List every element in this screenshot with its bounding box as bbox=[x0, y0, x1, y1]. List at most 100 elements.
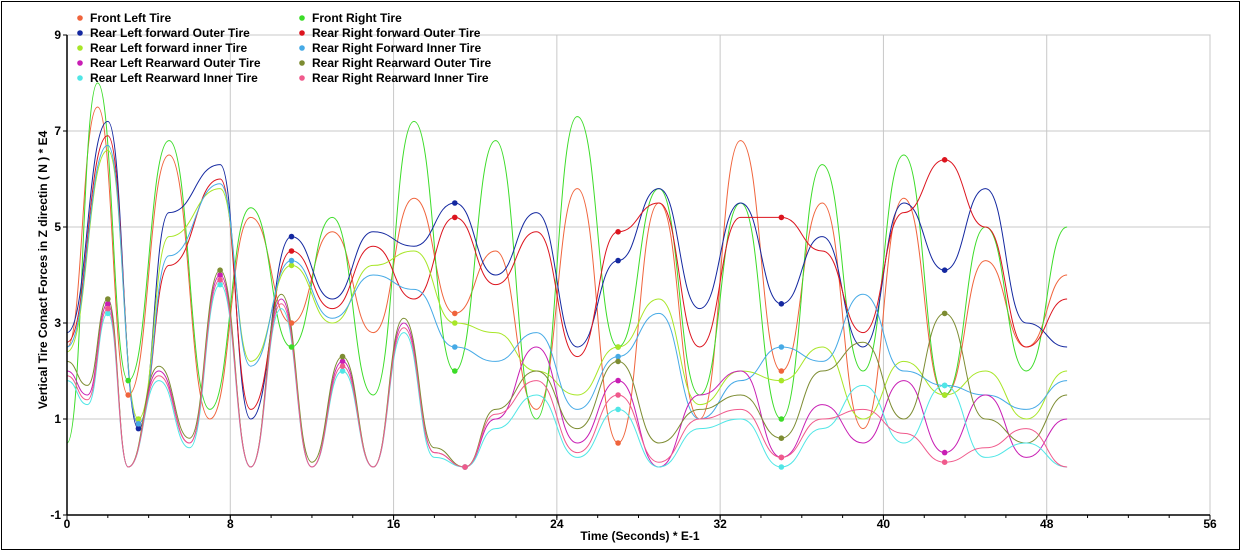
data-point bbox=[462, 464, 468, 470]
legend-marker bbox=[299, 15, 305, 21]
legend-label: Rear Left Rearward Outer Tire bbox=[90, 56, 261, 70]
data-point bbox=[778, 368, 785, 374]
data-point bbox=[105, 301, 111, 307]
legend-marker bbox=[77, 45, 83, 51]
data-point bbox=[615, 344, 621, 350]
data-point bbox=[452, 214, 458, 221]
data-point bbox=[778, 464, 785, 470]
legend-label: Rear Right Rearward Inner Tire bbox=[312, 71, 489, 85]
data-point bbox=[339, 353, 346, 360]
data-point bbox=[105, 296, 111, 302]
legend: Front Left Tire Front Right Tire Rear Left… bbox=[77, 11, 491, 85]
data-point bbox=[339, 363, 346, 370]
data-point bbox=[288, 248, 295, 254]
data-point bbox=[452, 344, 458, 350]
data-point bbox=[452, 368, 458, 374]
series-line-4 bbox=[66, 149, 1068, 420]
axes bbox=[63, 34, 1211, 520]
data-point bbox=[135, 425, 142, 432]
data-point bbox=[288, 257, 295, 264]
data-point bbox=[778, 454, 785, 461]
legend-marker bbox=[299, 30, 305, 36]
data-point bbox=[778, 214, 785, 221]
legend-label: Rear Right Forward Inner Tire bbox=[312, 41, 481, 55]
series-line-5 bbox=[66, 144, 1068, 425]
x-tick-label: 32 bbox=[713, 517, 727, 531]
legend-marker bbox=[299, 45, 305, 51]
y-tick-label: 9 bbox=[54, 28, 61, 42]
tick-labels: 0 8 16 24 32 40 48 56 -1 1 3 5 7 9 bbox=[50, 28, 1217, 531]
legend-label: Rear Right forward Outer Tire bbox=[312, 26, 481, 40]
data-point bbox=[452, 200, 458, 206]
series-line-6 bbox=[66, 274, 1068, 468]
y-tick-label: 1 bbox=[54, 412, 61, 426]
series-markers bbox=[105, 157, 948, 470]
data-point bbox=[778, 344, 785, 350]
data-point bbox=[288, 344, 295, 350]
legend-marker bbox=[299, 75, 305, 81]
data-point bbox=[941, 392, 948, 398]
y-tick-label: 7 bbox=[54, 124, 61, 138]
data-point bbox=[778, 435, 785, 442]
data-point bbox=[941, 157, 948, 163]
data-point bbox=[941, 382, 948, 389]
data-point bbox=[135, 421, 142, 427]
data-point bbox=[941, 449, 948, 456]
x-tick-label: 40 bbox=[877, 517, 891, 531]
legend-label: Front Right Tire bbox=[312, 11, 402, 25]
grid bbox=[66, 34, 1211, 516]
data-point bbox=[778, 377, 785, 384]
legend-label: Rear Left Rearward Inner Tire bbox=[90, 71, 258, 85]
data-point bbox=[615, 406, 621, 413]
data-point bbox=[288, 233, 295, 240]
x-tick-label: 24 bbox=[550, 517, 564, 531]
x-tick-label: 0 bbox=[64, 517, 71, 531]
data-point bbox=[941, 310, 948, 317]
x-tick-label: 16 bbox=[387, 517, 401, 531]
legend-marker bbox=[77, 15, 83, 21]
series-line-8 bbox=[66, 284, 1068, 468]
series-line-0 bbox=[66, 106, 1068, 444]
series-line-1 bbox=[66, 82, 1068, 444]
x-axis-title: Time (Seconds) * E-1 bbox=[580, 529, 699, 543]
data-point bbox=[125, 392, 132, 398]
y-tick-label: 3 bbox=[54, 316, 61, 330]
data-point bbox=[615, 440, 621, 446]
legend-marker bbox=[77, 60, 83, 66]
data-point bbox=[339, 358, 346, 365]
data-point bbox=[105, 310, 111, 317]
series-line-3 bbox=[66, 135, 1068, 425]
legend-label: Rear Left forward inner Tire bbox=[90, 41, 247, 55]
legend-marker bbox=[77, 75, 83, 81]
y-tick-label: -1 bbox=[50, 508, 61, 522]
x-tick-label: 48 bbox=[1040, 517, 1054, 531]
data-point bbox=[452, 320, 458, 326]
data-point bbox=[778, 416, 785, 422]
y-tick-label: 5 bbox=[54, 220, 61, 234]
series-line-2 bbox=[66, 120, 1068, 430]
data-point bbox=[288, 262, 295, 269]
data-point bbox=[941, 459, 948, 466]
legend-label: Rear Right Rearward Outer Tire bbox=[312, 56, 491, 70]
data-point bbox=[615, 229, 621, 235]
y-axis-title: Vertical Tire Conact Forces in Z directi… bbox=[36, 130, 50, 409]
series-line-9 bbox=[66, 279, 1068, 468]
data-point bbox=[615, 353, 621, 360]
data-point bbox=[217, 272, 223, 278]
data-point bbox=[288, 320, 295, 326]
data-point bbox=[217, 281, 223, 288]
data-point bbox=[217, 277, 223, 283]
data-point bbox=[615, 392, 621, 398]
data-point bbox=[778, 301, 785, 307]
data-point bbox=[941, 267, 948, 274]
x-tick-label: 56 bbox=[1203, 517, 1217, 531]
data-point bbox=[339, 368, 346, 374]
legend-marker bbox=[77, 30, 83, 36]
data-point bbox=[135, 416, 142, 422]
data-point bbox=[615, 358, 621, 365]
legend-marker bbox=[299, 60, 305, 66]
data-point bbox=[615, 377, 621, 384]
data-point bbox=[452, 310, 458, 317]
